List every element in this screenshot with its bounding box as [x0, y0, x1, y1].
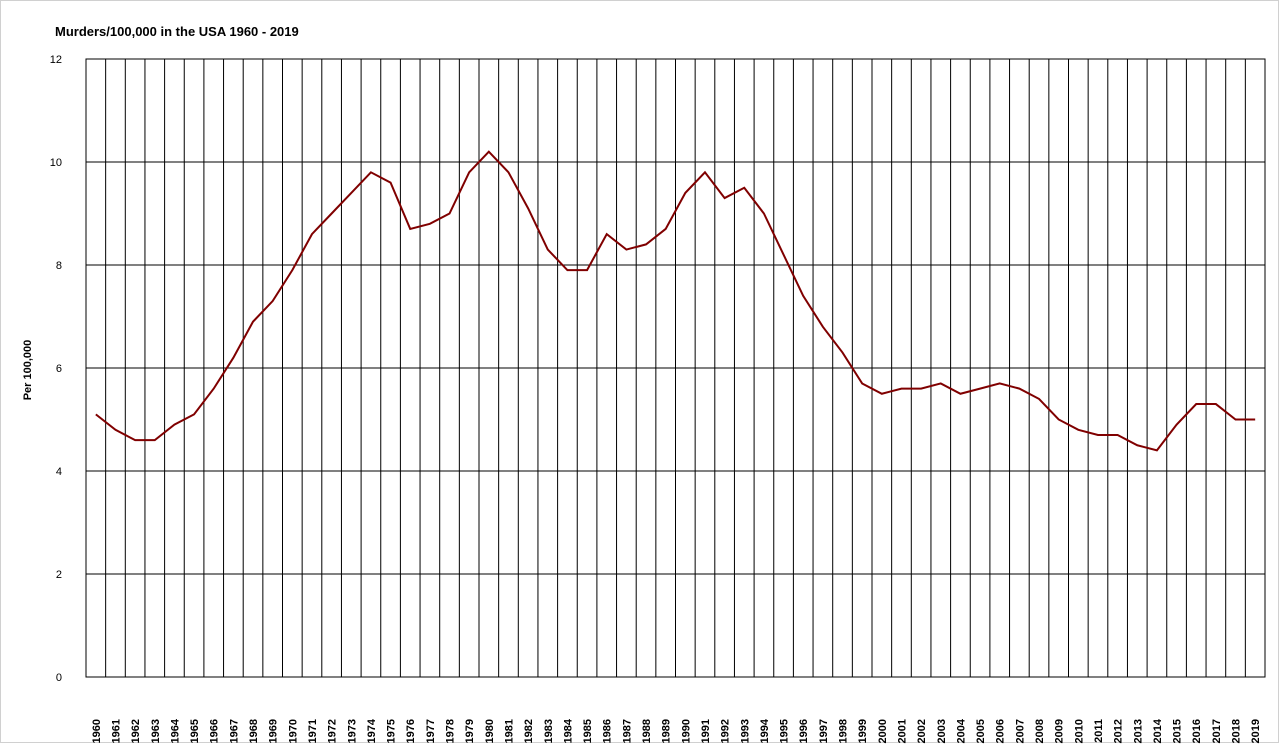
y-tick-label: 6	[56, 363, 62, 375]
data-line	[95, 150, 1256, 452]
x-tick-label: 1960	[91, 719, 103, 743]
x-tick-label: 1995	[779, 719, 791, 743]
y-tick-label: 8	[56, 260, 62, 272]
x-tick-label: 1973	[346, 719, 358, 743]
x-tick-label: 2016	[1191, 719, 1203, 743]
plot-area: 0 2 4 6 8 10 12 1960 1961 1962 1963 1964 1965 1966 196…	[50, 54, 1266, 743]
x-tick-label: 1965	[189, 719, 201, 743]
x-tick-label: 2010	[1073, 719, 1085, 743]
x-tick-label: 1997	[818, 719, 830, 743]
x-tick-label: 1994	[759, 718, 771, 743]
x-tick-label: 1981	[503, 719, 515, 743]
x-tick-label: 1966	[209, 719, 221, 743]
x-tick-label: 2001	[896, 719, 908, 743]
x-tick-label: 1964	[169, 718, 181, 743]
x-tick-label: 1982	[523, 719, 535, 743]
y-tick-label: 2	[56, 569, 62, 581]
x-tick-label: 2012	[1113, 719, 1125, 743]
x-tick-label: 1984	[562, 718, 574, 743]
x-tick-label: 2019	[1250, 719, 1262, 743]
x-tick-label: 1978	[445, 719, 457, 743]
x-tick-label: 1975	[386, 719, 398, 743]
x-tick-label: 2014	[1152, 718, 1164, 743]
x-tick-label: 1962	[130, 719, 142, 743]
x-tick-label: 2003	[936, 719, 948, 743]
x-tick-label: 2011	[1093, 719, 1105, 743]
x-tick-label: 1986	[602, 719, 614, 743]
x-tick-label: 1990	[680, 719, 692, 743]
x-tick-label: 1996	[798, 719, 810, 743]
x-tick-label: 1987	[621, 719, 633, 743]
y-axis-label: Per 100,000	[22, 340, 34, 401]
x-tick-label: 1967	[228, 719, 240, 743]
x-tick-label: 1968	[248, 719, 260, 743]
x-tick-label: 1998	[838, 719, 850, 743]
x-tick-label: 2013	[1132, 719, 1144, 743]
x-tick-label: 1963	[150, 719, 162, 743]
x-tick-label: 1989	[661, 719, 673, 743]
x-tick-label: 1992	[720, 719, 732, 743]
x-tick-label: 1969	[268, 719, 280, 743]
x-tick-label: 1972	[327, 719, 339, 743]
x-tick-label: 2007	[1014, 719, 1026, 743]
x-tick-label: 1999	[857, 719, 869, 743]
x-tick-label: 1976	[405, 719, 417, 743]
x-tick-label: 1977	[425, 719, 437, 743]
x-tick-label: 2005	[975, 719, 987, 743]
y-tick-label: 4	[56, 466, 62, 478]
x-tick-label: 1988	[641, 719, 653, 743]
x-tick-label: 2004	[955, 718, 967, 743]
x-tick-label: 1961	[110, 719, 122, 743]
x-tick-label: 1979	[464, 719, 476, 743]
x-tick-label: 1993	[739, 719, 751, 743]
x-tick-label: 1991	[700, 719, 712, 743]
y-tick-label: 0	[56, 672, 62, 684]
x-tick-label: 1980	[484, 719, 496, 743]
x-tick-label: 2002	[916, 719, 928, 743]
chart-title: Murders/100,000 in the USA 1960 - 2019	[55, 24, 299, 39]
x-tick-label: 1970	[287, 719, 299, 743]
x-tick-label: 1983	[543, 719, 555, 743]
x-tick-label: 2015	[1172, 719, 1184, 743]
y-tick-label: 10	[50, 157, 62, 169]
x-tick-label: 2000	[877, 719, 889, 743]
x-tick-label: 2009	[1054, 719, 1066, 743]
y-tick-label: 12	[50, 54, 62, 66]
x-tick-label: 2006	[995, 719, 1007, 743]
x-tick-label: 1974	[366, 718, 378, 743]
x-tick-label: 1985	[582, 719, 594, 743]
x-tick-label: 2008	[1034, 719, 1046, 743]
x-tick-label: 1971	[307, 719, 319, 743]
x-tick-label: 2018	[1231, 719, 1243, 743]
x-tick-label: 2017	[1211, 719, 1223, 743]
